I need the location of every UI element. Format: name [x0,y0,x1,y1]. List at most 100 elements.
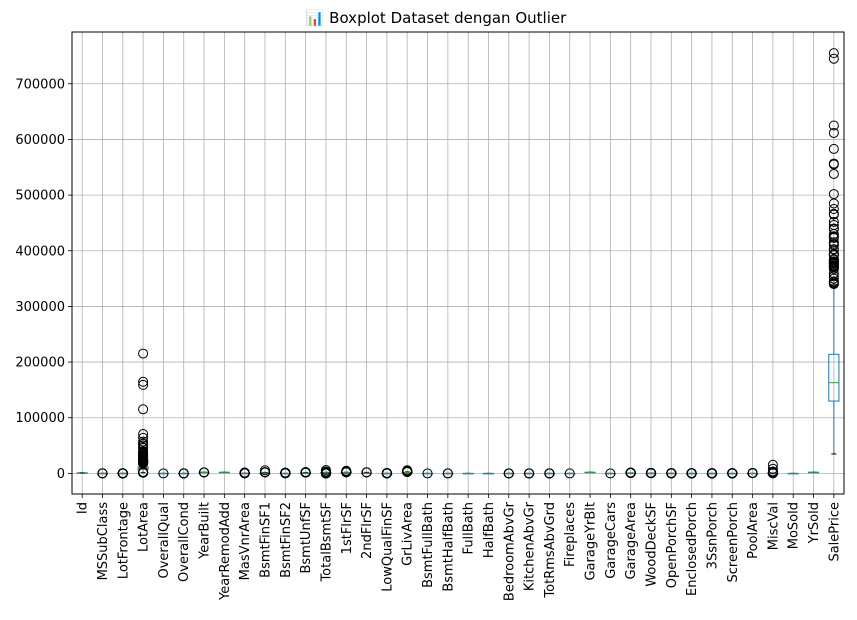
box-FullBath [462,472,474,475]
y-tick-label: 600000 [15,133,65,148]
x-tick-label: TotalBsmtSF [319,502,334,583]
outlier-point [138,429,149,440]
y-tick-label: 0 [57,467,65,482]
box-KitchenAbvGr [523,468,535,479]
box-BsmtFullBath [421,468,434,479]
x-tick-label: LotArea [137,502,152,552]
outlier-point [646,468,656,479]
x-tick-label: ScreenPorch [726,502,741,582]
x-tick-label: OverallQual [157,502,172,579]
x-tick-label: 2ndFlrSF [360,502,375,559]
x-tick-label: 3SsnPorch [705,502,720,569]
outlier-point [158,468,169,479]
outlier-point [828,263,839,274]
outlier-point [239,468,250,479]
box-WoodDeckSF [645,467,657,479]
outlier-point [138,404,149,415]
outlier-point [828,198,839,209]
outlier-point [260,467,270,478]
x-tick-label: WoodDeckSF [645,502,660,587]
box-YearRemodAdd [218,471,230,474]
box-BsmtHalfBath [442,468,454,479]
outlier-point [828,143,839,154]
outlier-point [199,467,210,478]
box-ScreenPorch [726,468,738,479]
outlier-point [706,468,717,479]
x-tick-label: KitchenAbvGr [523,501,538,591]
outlier-point [341,467,352,478]
box-GarageCars [604,468,616,479]
box-iqr [828,353,840,402]
x-tick-label: BsmtHalfBath [441,502,456,592]
boxes-layer [76,48,840,479]
outlier-point [828,209,839,220]
box-TotalBsmtSF [320,465,332,479]
plot-area-frame [71,31,845,495]
y-tick-label: 400000 [15,244,65,259]
outlier-point [828,53,839,64]
box-LotFrontage [117,468,129,479]
box-OverallCond [178,468,190,479]
x-tick-label: EnclosedPorch [685,502,700,596]
outlier-point [564,468,575,479]
x-tick-label: YearBuilt [198,502,213,560]
outlier-point [138,379,149,390]
y-axis: 0 100000 200000 300000 400000 500000 600000 700… [15,77,72,482]
box-BsmtFinSF2 [279,467,291,479]
outlier-point [138,348,149,359]
x-tick-label: BsmtFinSF2 [279,502,294,578]
x-tick-label: TotRmsAbvGrd [543,502,558,599]
y-tick-label: 100000 [15,411,65,426]
box-MasVnrArea [239,467,251,479]
outlier-point [544,468,555,479]
x-tick-label: MiscVal [766,502,781,550]
outlier-point [828,204,839,215]
y-tick-label: 300000 [15,300,65,315]
box-BedroomAbvGr [503,468,515,479]
x-tick-label: MoSold [787,502,802,549]
outlier-point [666,468,677,479]
x-tick-label: MSSubClass [96,502,111,581]
box-OpenPorchSF [665,468,677,479]
x-tick-label: OpenPorchSF [665,502,680,588]
box-YrSold [807,471,820,474]
box-LotArea [137,348,149,478]
box-MSSubClass [96,468,109,479]
box-EnclosedPorch [686,468,698,479]
box-3SsnPorch [706,468,718,479]
outlier-point [402,466,413,477]
outlier-point [767,459,778,470]
x-tick-label: BedroomAbvGr [502,501,517,601]
box-Fireplaces [564,468,576,479]
x-tick-label: BsmtFinSF1 [259,502,274,578]
x-tick-label: 1stFlrSF [340,502,355,554]
outlier-point [828,127,839,138]
outlier-point [320,468,331,479]
outlier-point [138,432,149,443]
box-2ndFlrSF [361,467,373,478]
y-tick-label: 500000 [15,189,65,204]
x-tick-label: YrSold [807,502,822,544]
box-MoSold [787,472,799,475]
box-GarageArea [625,467,637,478]
x-tick-label: FullBath [462,502,477,554]
grid-layer [72,32,844,494]
x-tick-label: Id [76,502,91,514]
outlier-point [280,468,291,479]
box-1stFlrSF [340,465,352,478]
outlier-point [767,463,778,474]
box-GrLivArea [401,465,413,477]
x-axis: Id MSSubClass LotFrontage LotArea OverallQua… [76,494,842,601]
outlier-point [422,468,433,479]
box-HalfBath [482,472,495,475]
outlier-point [605,468,616,479]
outlier-point [747,468,758,479]
box-MiscVal [767,459,779,479]
outlier-point [117,468,128,479]
outlier-point [524,468,535,479]
box-GarageYrBlt [584,471,596,474]
x-tick-label: YearRemodAdd [218,502,233,601]
box-PoolArea [747,467,759,479]
outlier-point [828,120,839,131]
